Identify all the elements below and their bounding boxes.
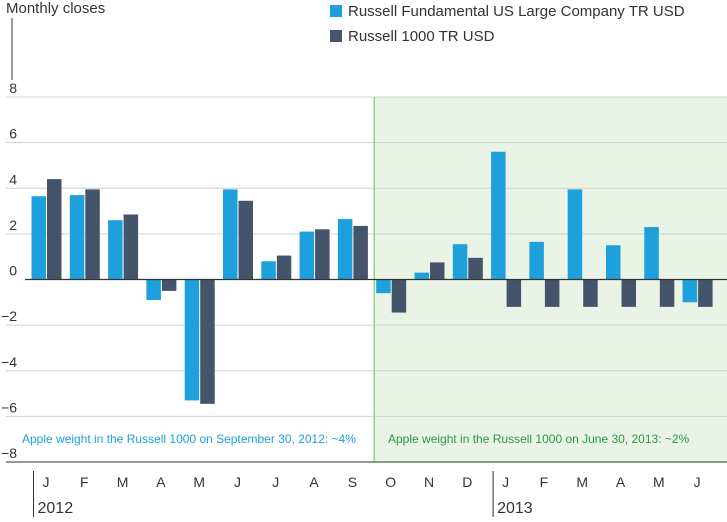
y-tick-label: −4: [1, 354, 17, 370]
bar-series-2: [583, 279, 598, 307]
x-tick-label: A: [309, 474, 319, 490]
x-tick-label: M: [653, 474, 665, 490]
bar-series-1: [414, 272, 429, 280]
y-tick-label: 8: [9, 80, 17, 96]
bar-series-1: [452, 244, 468, 280]
annotation-2013: Apple weight in the Russell 1000 on June…: [388, 432, 690, 446]
bar-series-1: [529, 241, 544, 280]
bar-series-2: [315, 229, 330, 280]
bar-series-2: [47, 179, 62, 280]
year-label: 2012: [38, 500, 74, 517]
bar-series-1: [184, 279, 200, 401]
year-label: 2013: [497, 500, 533, 517]
y-tick-label: 6: [9, 126, 17, 142]
x-tick-label: F: [540, 474, 549, 490]
x-tick-label: M: [117, 474, 129, 490]
x-tick-label: J: [43, 474, 50, 490]
legend-label-series-1: Russell Fundamental US Large Company TR …: [348, 2, 685, 20]
legend-item-series-2: Russell 1000 TR USD: [330, 25, 685, 47]
x-tick-label: M: [576, 474, 588, 490]
bar-series-2: [506, 279, 522, 307]
bar-series-1: [491, 151, 506, 280]
bar-series-1: [337, 219, 353, 280]
bar-series-1: [31, 196, 46, 280]
bar-series-1: [644, 227, 659, 280]
y-tick-label: 4: [9, 171, 17, 187]
x-tick-label: A: [616, 474, 626, 490]
bar-series-1: [567, 189, 583, 280]
bar-series-2: [430, 262, 445, 280]
bar-series-2: [123, 214, 139, 280]
bar-series-1: [69, 195, 85, 280]
x-tick-label: O: [385, 474, 396, 490]
x-tick-label: J: [502, 474, 509, 490]
legend: Russell Fundamental US Large Company TR …: [330, 0, 685, 50]
legend-item-series-1: Russell Fundamental US Large Company TR …: [330, 0, 685, 22]
annotation-2012: Apple weight in the Russell 1000 on Sept…: [22, 432, 356, 446]
x-tick-label: N: [424, 474, 434, 490]
y-unit-label: Monthly closes: [6, 0, 106, 17]
y-tick-label: 0: [9, 263, 17, 279]
bar-series-2: [544, 279, 560, 307]
y-tick-label: −2: [1, 308, 17, 324]
bar-series-1: [108, 220, 123, 280]
bar-series-1: [146, 279, 161, 301]
legend-swatch-series-1: [330, 5, 342, 17]
legend-swatch-series-2: [330, 30, 342, 42]
x-tick-label: J: [694, 474, 701, 490]
y-tick-label: −6: [1, 399, 17, 415]
x-tick-label: D: [462, 474, 472, 490]
bar-series-2: [200, 279, 215, 404]
bar-series-1: [261, 261, 276, 280]
bar-series-1: [223, 189, 238, 280]
bar-series-2: [85, 189, 100, 280]
legend-label-series-2: Russell 1000 TR USD: [348, 27, 495, 45]
bar-series-2: [391, 279, 407, 313]
bar-series-1: [606, 245, 621, 280]
x-tick-label: J: [234, 474, 241, 490]
x-tick-label: S: [348, 474, 357, 490]
x-tick-label: A: [156, 474, 166, 490]
bar-series-1: [682, 279, 698, 303]
bar-series-2: [353, 225, 368, 280]
bar-series-2: [621, 279, 636, 307]
bar-series-2: [161, 279, 177, 291]
y-tick-label: −8: [1, 445, 17, 461]
y-tick-label: 2: [9, 217, 17, 233]
bar-series-2: [659, 279, 675, 307]
x-tick-label: J: [272, 474, 279, 490]
bar-series-1: [376, 279, 391, 294]
bar-series-1: [299, 231, 315, 280]
x-tick-label: M: [193, 474, 205, 490]
bar-series-2: [468, 257, 483, 280]
bar-series-2: [276, 255, 292, 280]
bar-series-2: [698, 279, 713, 307]
bar-series-2: [238, 200, 253, 280]
x-tick-label: F: [80, 474, 89, 490]
